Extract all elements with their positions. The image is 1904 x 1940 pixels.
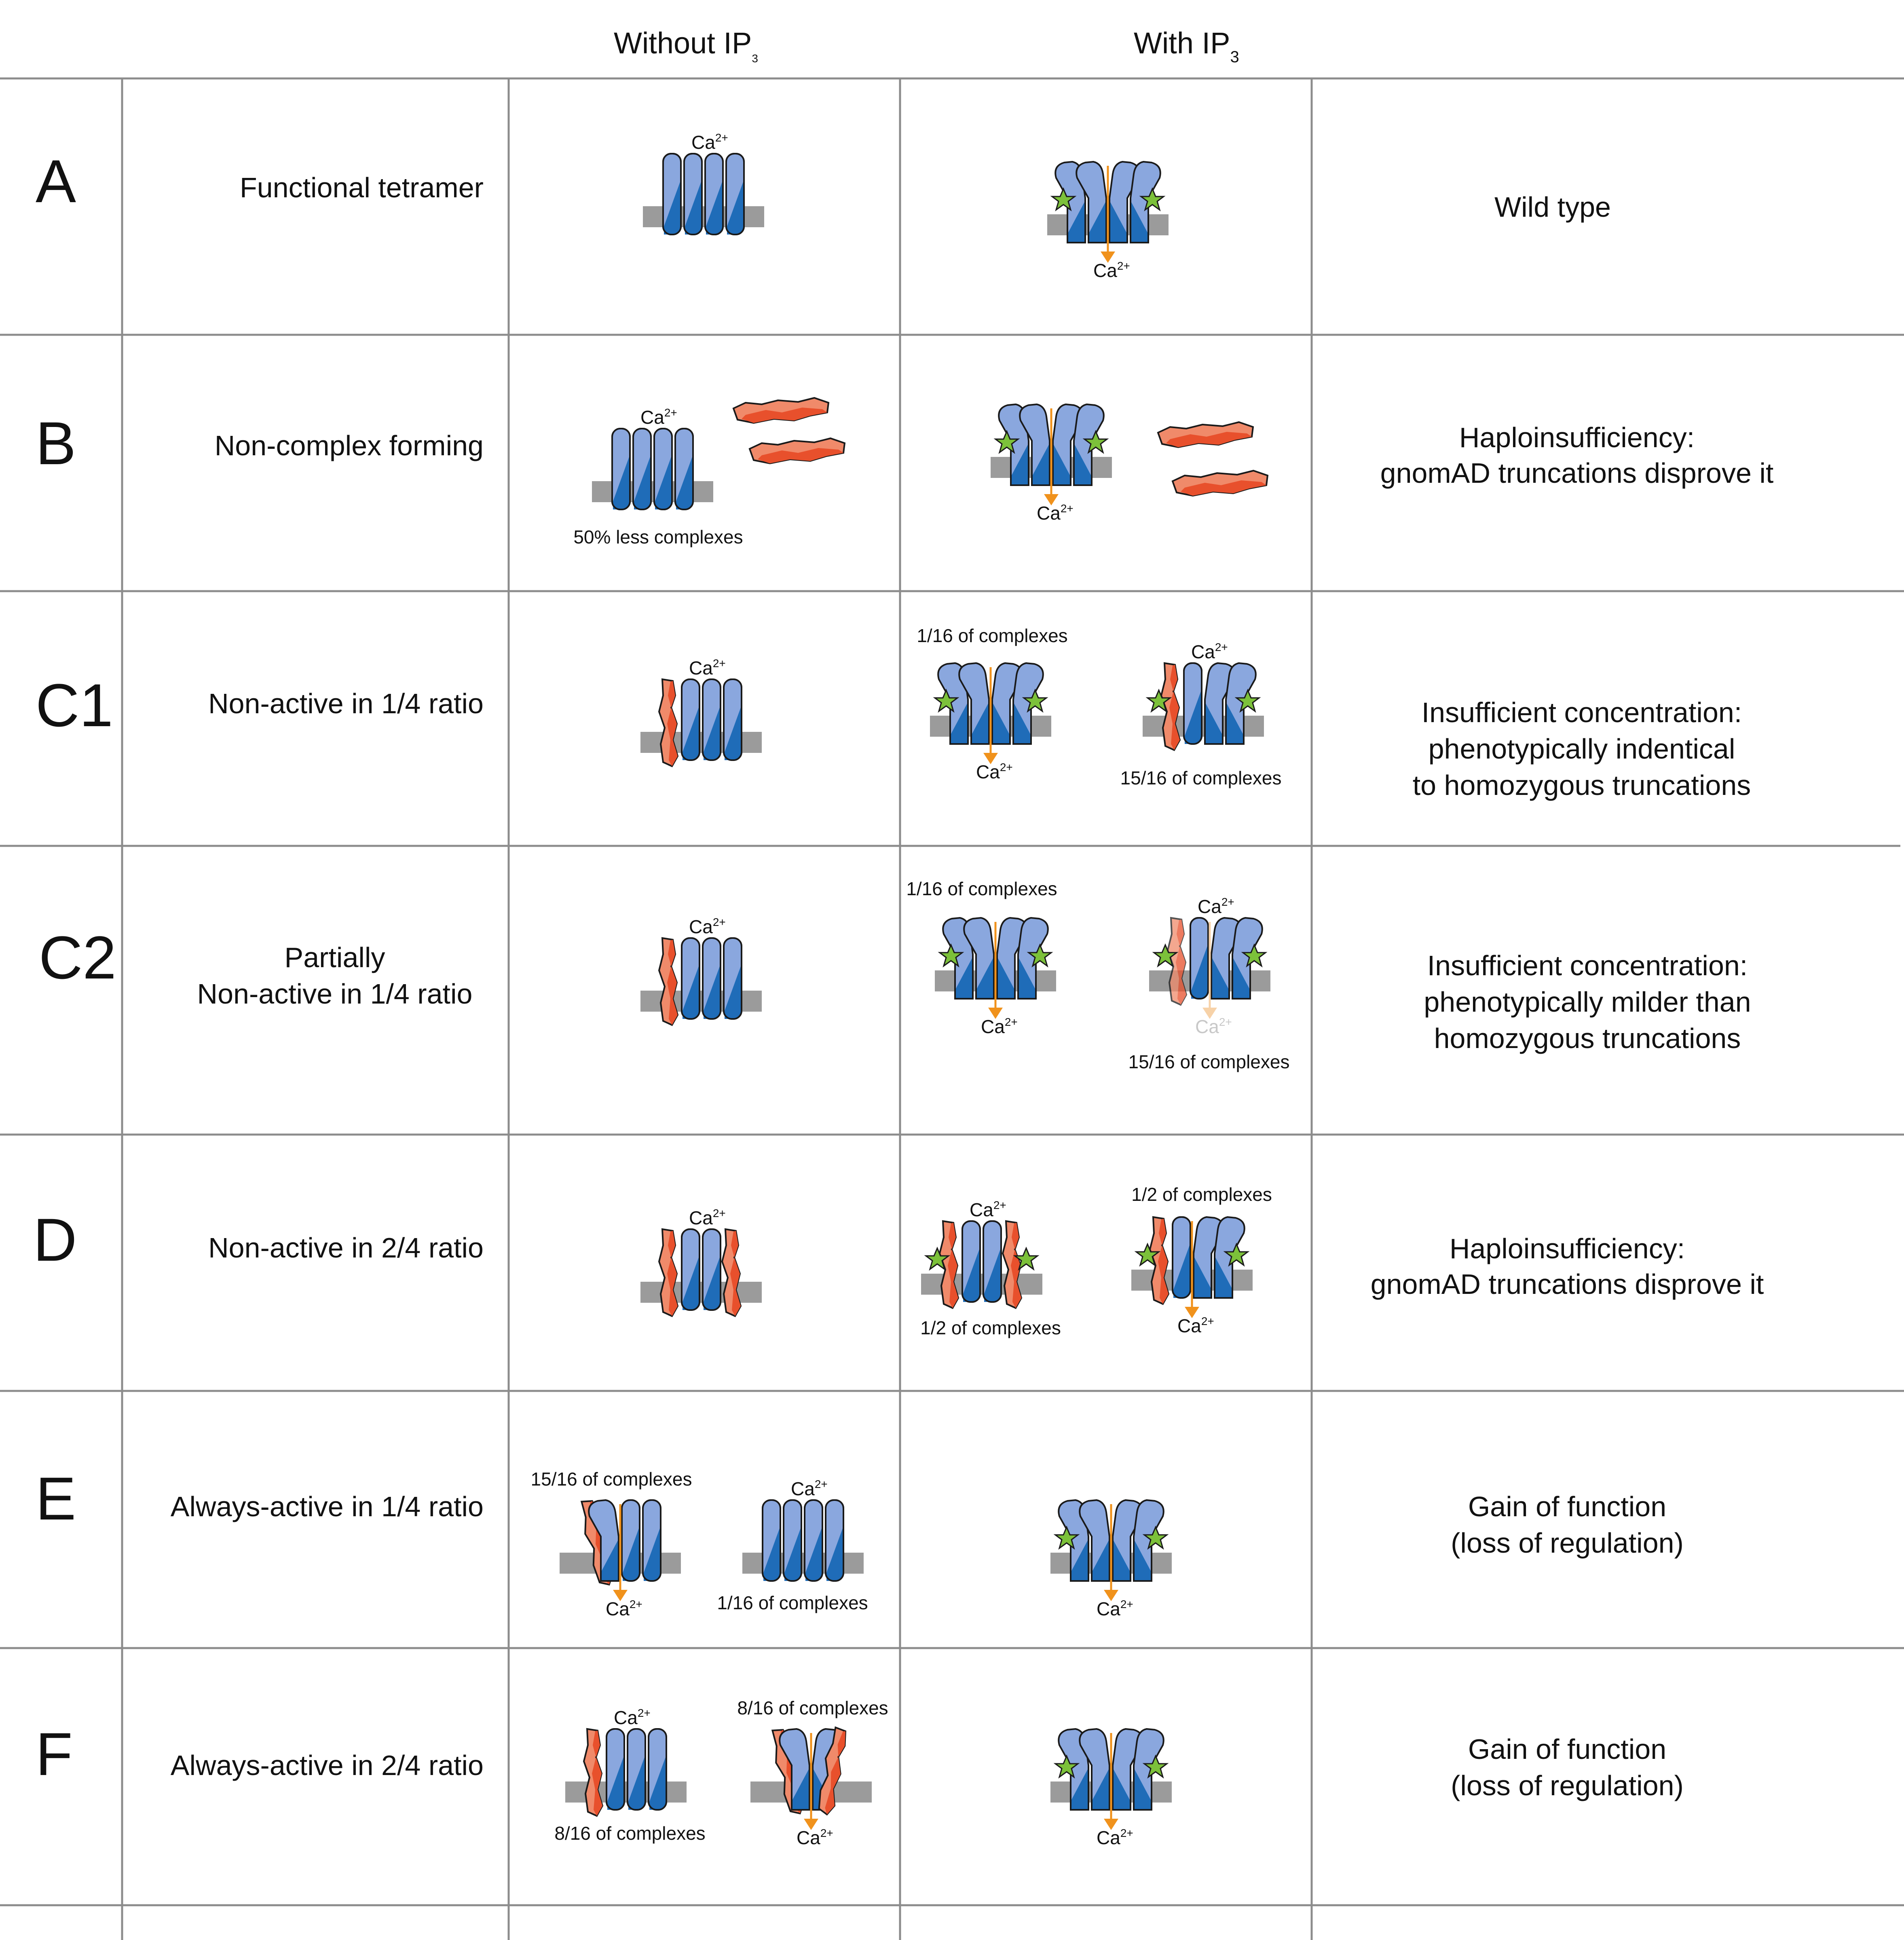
header-with-ip3: With IP3 [1134, 26, 1239, 66]
row-result: gnomAD truncations disprove it [1371, 1268, 1764, 1300]
row-description: Non-complex forming [215, 430, 484, 461]
open-tetramer: Ca2+ [991, 404, 1112, 524]
row-description: Non-active in 1/4 ratio [197, 978, 473, 1010]
row-description: Always-active in 1/4 ratio [171, 1491, 484, 1522]
svg-text:Ca2+: Ca2+ [614, 1707, 651, 1728]
always-active-tetramer: Ca2+ [750, 1726, 872, 1848]
row-letter: C1 [36, 671, 113, 739]
row-result: (loss of regulation) [1451, 1527, 1684, 1559]
row-result: Insufficient concentration: [1427, 950, 1748, 981]
row-description: Partially [285, 942, 385, 973]
row-result: Wild type [1494, 191, 1611, 223]
mutant-tetramer-with-ip3: Ca2+ [921, 1199, 1042, 1309]
row-a: A Functional tetramer Ca2+ Ca2+ Wild typ… [36, 131, 1611, 281]
open-tetramer: Ca2+ [930, 663, 1051, 782]
caption: 1/16 of complexes [717, 1592, 868, 1613]
open-tetramer: Ca2+ [935, 918, 1056, 1037]
caption: 50% less complexes [573, 526, 743, 547]
row-letter: F [36, 1720, 73, 1788]
caption: 1/2 of complexes [1131, 1184, 1272, 1205]
always-active-tetramer: Ca2+ [560, 1497, 681, 1619]
free-fragment [1157, 421, 1254, 448]
closed-tetramer: Ca2+ [592, 406, 713, 509]
row-letter: A [36, 147, 76, 215]
svg-text:Ca2+: Ca2+ [689, 916, 726, 937]
caption: 8/16 of complexes [554, 1823, 705, 1844]
row-e: E Always-active in 1/4 ratio 15/16 of co… [36, 1465, 1684, 1619]
caption: 15/16 of complexes [531, 1469, 692, 1490]
row-result: gnomAD truncations disprove it [1380, 457, 1774, 489]
mutant-open-tetramer: Ca2+ [1143, 641, 1264, 751]
svg-text:Ca2+: Ca2+ [970, 1199, 1006, 1220]
svg-text:Ca2+: Ca2+ [689, 657, 726, 678]
row-description: Non-active in 1/4 ratio [208, 688, 484, 719]
row-description: Functional tetramer [240, 172, 484, 203]
mutant-tetramer: Ca2+ [640, 1207, 762, 1317]
svg-text:Ca2+: Ca2+ [640, 406, 677, 428]
svg-text:Ca2+: Ca2+ [689, 1207, 726, 1228]
row-result: Gain of function [1468, 1733, 1666, 1765]
row-result: to homozygous truncations [1413, 769, 1751, 801]
open-tetramer: Ca2+ [1047, 162, 1169, 281]
svg-text:Ca2+: Ca2+ [1097, 1598, 1133, 1619]
closed-tetramer: Ca2+ [643, 131, 764, 235]
svg-text:Ca2+: Ca2+ [791, 1478, 828, 1499]
svg-text:Ca2+: Ca2+ [1195, 1016, 1232, 1037]
svg-text:Ca2+: Ca2+ [1093, 260, 1130, 281]
svg-text:Ca2+: Ca2+ [1191, 641, 1228, 662]
free-fragment [1172, 470, 1268, 497]
closed-tetramer: Ca2+ [742, 1478, 864, 1581]
row-b: B Non-complex forming Ca2+ 50% less comp… [36, 397, 1774, 547]
row-description: Always-active in 2/4 ratio [171, 1750, 484, 1781]
caption: 8/16 of complexes [737, 1697, 888, 1718]
row-description: Non-active in 2/4 ratio [208, 1232, 484, 1264]
header-without-ip3: Without IP3 [614, 26, 758, 65]
mutant-tetramer: Ca2+ [565, 1707, 687, 1817]
row-letter: D [33, 1206, 77, 1274]
free-fragment [733, 397, 829, 424]
open-tetramer: Ca2+ [1050, 1500, 1172, 1619]
row-f: F Always-active in 2/4 ratio Ca2+ 8/16 o… [36, 1697, 1684, 1848]
svg-text:Ca2+: Ca2+ [981, 1016, 1018, 1037]
svg-text:Ca2+: Ca2+ [606, 1598, 642, 1619]
svg-text:Ca2+: Ca2+ [1097, 1827, 1133, 1848]
table-grid [0, 77, 1904, 1940]
row-letter: C2 [39, 924, 116, 991]
row-d: D Non-active in 2/4 ratio Ca2+ Ca2+ 1/2 … [33, 1184, 1764, 1338]
free-fragment [749, 437, 845, 464]
mutant-tetramer: Ca2+ [640, 916, 762, 1026]
caption: 15/16 of complexes [1128, 1051, 1290, 1072]
row-letter: B [36, 409, 76, 477]
row-c2: C2 Partially Non-active in 1/4 ratio Ca2… [39, 878, 1751, 1072]
row-result: phenotypically indentical [1429, 733, 1735, 765]
svg-text:Ca2+: Ca2+ [1198, 896, 1234, 917]
row-result: Haploinsufficiency: [1459, 422, 1695, 453]
row-result: Haploinsufficiency: [1450, 1233, 1685, 1264]
svg-text:Ca2+: Ca2+ [797, 1827, 833, 1848]
row-c1: C1 Non-active in 1/4 ratio Ca2+ 1/16 of … [36, 625, 1751, 801]
row-result: Insufficient concentration: [1422, 697, 1742, 728]
open-tetramer: Ca2+ [1050, 1729, 1172, 1848]
row-letter: E [36, 1465, 76, 1532]
mutant-open-tetramer: Ca2+ [1131, 1216, 1253, 1336]
caption: 1/16 of complexes [917, 625, 1067, 646]
row-result: (loss of regulation) [1451, 1770, 1684, 1801]
svg-text:Ca2+: Ca2+ [1037, 502, 1074, 524]
svg-text:Ca2+: Ca2+ [976, 761, 1013, 782]
caption: 15/16 of complexes [1120, 767, 1282, 788]
caption: 1/16 of complexes [906, 878, 1057, 899]
svg-text:Ca2+: Ca2+ [1177, 1315, 1214, 1336]
row-result: Gain of function [1468, 1491, 1666, 1522]
caption: 1/2 of complexes [920, 1317, 1061, 1338]
partial-mutant-tetramer: Ca2+ Ca2+ [1149, 896, 1270, 1037]
row-result: homozygous truncations [1434, 1023, 1741, 1054]
svg-text:Ca2+: Ca2+ [691, 131, 728, 153]
mutant-tetramer: Ca2+ [640, 657, 762, 767]
row-result: phenotypically milder than [1424, 986, 1751, 1018]
